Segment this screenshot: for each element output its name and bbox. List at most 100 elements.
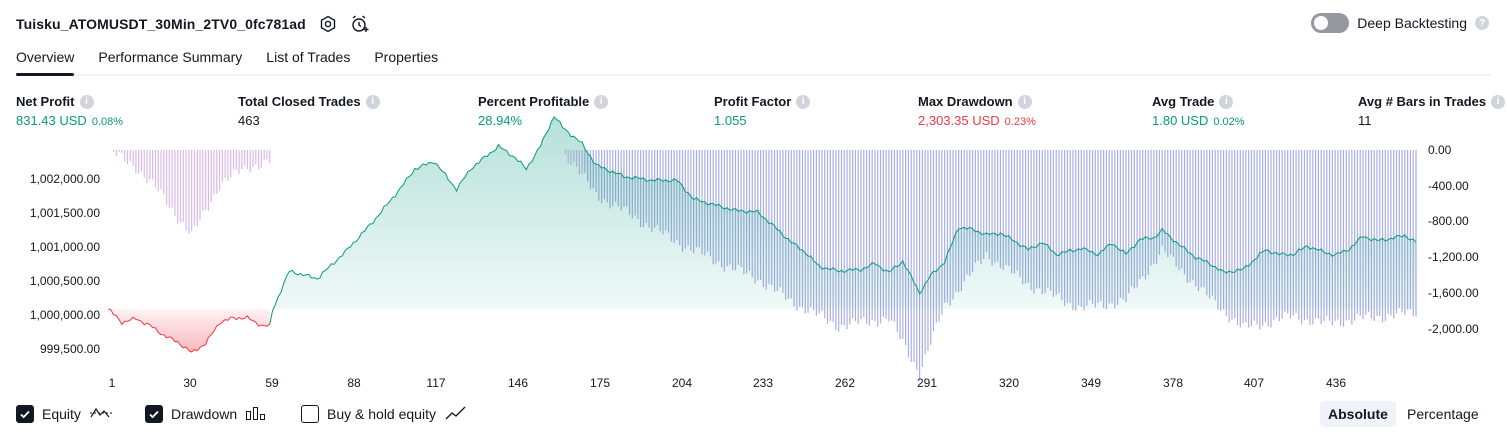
drawdown-bar (888, 150, 890, 322)
drawdown-bar (1013, 150, 1015, 274)
drawdown-bar (963, 150, 965, 282)
drawdown-bar (667, 150, 670, 233)
drawdown-bar (1150, 150, 1152, 266)
drawdown-bar (815, 150, 817, 316)
drawdown-bar (1315, 150, 1317, 318)
drawdown-bar (707, 150, 709, 252)
drawdown-bar (832, 150, 834, 323)
info-icon[interactable]: i (79, 94, 94, 109)
tab-list-of-trades[interactable]: List of Trades (266, 49, 351, 65)
drawdown-bar (1245, 150, 1247, 323)
drawdown-bar (1312, 150, 1314, 325)
drawdown-bar (1197, 150, 1200, 292)
buy-hold-checkbox[interactable] (301, 405, 319, 423)
tab-overview[interactable]: Overview (16, 44, 75, 76)
y-tick-label: 1,001,500.00 (29, 206, 100, 220)
drawdown-bar (905, 150, 907, 346)
y-tick-label: 1,002,000.00 (29, 172, 100, 186)
drawdown-bar (1395, 150, 1398, 314)
drawdown-bar (824, 150, 826, 319)
y-right-tick-label: 0.00 (1428, 143, 1452, 157)
deep-backtesting-toggle[interactable] (1311, 13, 1350, 33)
drawdown-bar (907, 150, 910, 358)
drawdown-bar (609, 150, 611, 209)
drawdown-bar (129, 150, 131, 162)
x-tick-label: 407 (1243, 376, 1265, 390)
legend-drawdown[interactable]: Drawdown (145, 403, 267, 425)
drawdown-bar (1250, 150, 1253, 326)
drawdown-bar (584, 150, 586, 173)
drawdown-bar (612, 150, 614, 206)
settings-icon[interactable] (318, 14, 338, 34)
drawdown-checkbox[interactable] (145, 405, 163, 423)
drawdown-bar (896, 150, 898, 332)
drawdown-bar (1069, 150, 1071, 304)
equity-profit-area (269, 117, 1416, 309)
drawdown-bar (1172, 150, 1174, 257)
drawdown-bar (232, 150, 235, 170)
absolute-button[interactable]: Absolute (1320, 401, 1396, 427)
drawdown-bar (1064, 150, 1066, 306)
drawdown-bar (185, 150, 187, 231)
drawdown-bar (659, 150, 661, 232)
drawdown-bar (916, 150, 918, 370)
drawdown-bar (718, 150, 720, 262)
drawdown-bar (241, 150, 243, 170)
x-tick-label: 378 (1162, 376, 1184, 390)
drawdown-bar (598, 150, 600, 201)
drawdown-bar (1328, 150, 1331, 321)
drawdown-bar (1147, 150, 1149, 275)
drawdown-bar (754, 150, 756, 284)
drawdown-bar (949, 150, 951, 306)
drawdown-bar (1362, 150, 1364, 320)
info-icon[interactable]: i (1017, 94, 1032, 109)
drawdown-bar (631, 150, 633, 219)
x-tick-label: 320 (998, 376, 1020, 390)
drawdown-bar (782, 150, 784, 293)
drawdown-bar (1097, 150, 1099, 303)
info-icon[interactable]: i (1491, 94, 1506, 109)
drawdown-bar (1169, 150, 1172, 255)
legend-equity[interactable]: Equity (16, 403, 113, 425)
help-icon[interactable]: ? (1475, 16, 1489, 30)
drawdown-bar (640, 150, 642, 228)
tab-performance-summary[interactable]: Performance Summary (98, 49, 243, 65)
drawdown-bar (748, 150, 751, 271)
equity-profit-line (269, 116, 1417, 325)
drawdown-bar (1354, 150, 1356, 321)
tab-properties[interactable]: Properties (374, 49, 439, 65)
drawdown-bar (740, 150, 742, 267)
metric-label: Percent Profitable (478, 94, 590, 109)
info-icon[interactable]: i (1219, 94, 1234, 109)
drawdown-bar (1136, 150, 1138, 288)
info-icon[interactable]: i (594, 94, 609, 109)
info-icon[interactable]: i (796, 94, 811, 109)
drawdown-bar (1114, 150, 1116, 309)
drawdown-bar (723, 150, 725, 272)
drawdown-bar (191, 150, 193, 232)
drawdown-bar (1189, 150, 1191, 283)
drawdown-bar (230, 150, 232, 178)
percentage-button[interactable]: Percentage (1407, 406, 1479, 422)
drawdown-bar (1128, 150, 1130, 294)
drawdown-bar (991, 150, 993, 266)
alarm-add-icon[interactable] (350, 14, 370, 34)
drawdown-bar (1178, 150, 1180, 271)
legend-buy-hold[interactable]: Buy & hold equity (301, 403, 468, 425)
drawdown-bar (812, 150, 815, 310)
drawdown-bar (1248, 150, 1250, 328)
drawdown-bar (157, 150, 159, 192)
drawdown-bar (1217, 150, 1219, 310)
y-tick-label: 999,500.00 (39, 342, 100, 356)
drawdown-bar (1005, 150, 1007, 265)
info-icon[interactable]: i (365, 94, 380, 109)
drawdown-bar (1303, 150, 1306, 321)
drawdown-bar (1345, 150, 1347, 321)
drawdown-bar (1270, 150, 1272, 328)
drawdown-bar (578, 150, 580, 175)
drawdown-bar (112, 150, 115, 153)
equity-checkbox[interactable] (16, 405, 34, 423)
equity-loss-area (108, 308, 270, 352)
drawdown-bar (1379, 150, 1381, 317)
metric-percent: 0.23% (1004, 116, 1036, 128)
